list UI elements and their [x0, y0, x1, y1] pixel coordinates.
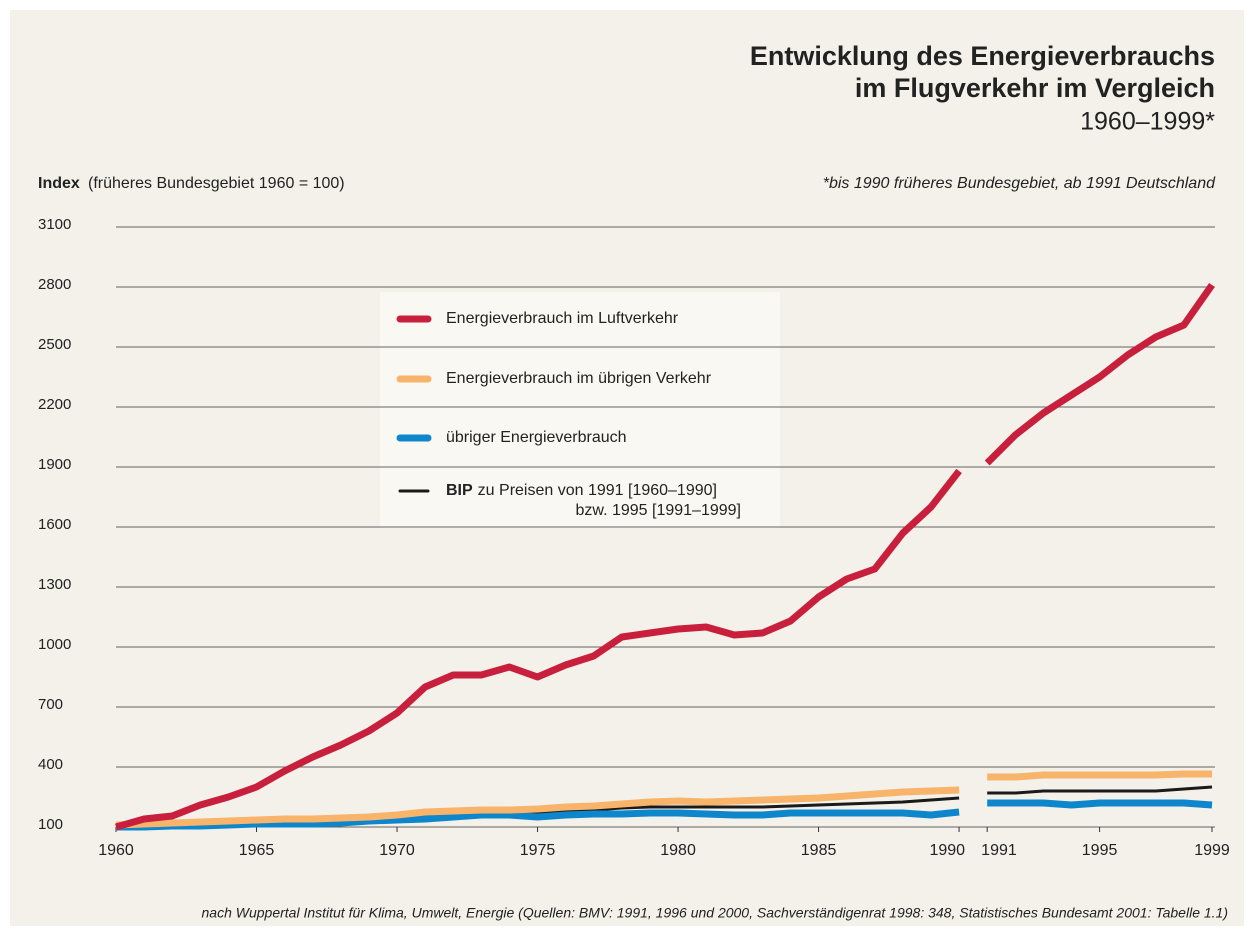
y-tick-label: 100 — [38, 816, 63, 833]
y-tick-label: 1900 — [38, 456, 71, 473]
x-tick-label: 1970 — [379, 842, 415, 859]
y-tick-label: 400 — [38, 756, 63, 773]
series-line — [115, 282, 1215, 831]
x-tick-label: 1990 — [929, 842, 965, 859]
series-line — [116, 799, 1213, 831]
x-tick-label: 1960 — [98, 842, 134, 859]
y-tick-label: 1300 — [38, 576, 71, 593]
y-axis-label: Index — [38, 175, 80, 192]
y-tick-label: 2800 — [38, 276, 71, 293]
chart-subtitle: 1960–1999* — [1080, 108, 1215, 136]
legend-label: bzw. 1995 [1991–1999] — [576, 502, 741, 519]
y-tick-label: 3100 — [38, 216, 71, 233]
legend-box — [380, 292, 780, 528]
source: nach Wuppertal Institut für Klima, Umwel… — [202, 905, 1229, 921]
y-tick-label: 1000 — [38, 636, 71, 653]
legend-label: übriger Energieverbrauch — [446, 429, 627, 446]
chart-title: im Flugverkehr im Vergleich — [855, 73, 1215, 103]
y-tick-label: 2500 — [38, 336, 71, 353]
note: *bis 1990 früheres Bundesgebiet, ab 1991… — [823, 175, 1216, 192]
chart-title: Entwicklung des Energieverbrauchs — [750, 41, 1215, 71]
legend-label: BIP — [446, 482, 473, 499]
x-tick-label: 1975 — [520, 842, 556, 859]
x-tick-label: 1995 — [1082, 842, 1118, 859]
y-tick-label: 700 — [38, 696, 63, 713]
y-tick-label: 2200 — [38, 396, 71, 413]
x-tick-label: 1965 — [239, 842, 275, 859]
y-tick-label: 1600 — [38, 516, 71, 533]
legend-label: zu Preisen von 1991 [1960–1990] — [478, 482, 717, 499]
x-tick-label: 1985 — [801, 842, 837, 859]
series-line — [115, 770, 1212, 829]
x-tick-label: 1991 — [981, 842, 1017, 859]
legend-label: Energieverbrauch im Luftverkehr — [446, 310, 679, 327]
y-axis-label: (früheres Bundesgebiet 1960 = 100) — [88, 175, 345, 192]
x-tick-label: 1980 — [660, 842, 696, 859]
legend-label: Energieverbrauch im übrigen Verkehr — [446, 370, 712, 387]
x-tick-label: 1999 — [1194, 842, 1230, 859]
